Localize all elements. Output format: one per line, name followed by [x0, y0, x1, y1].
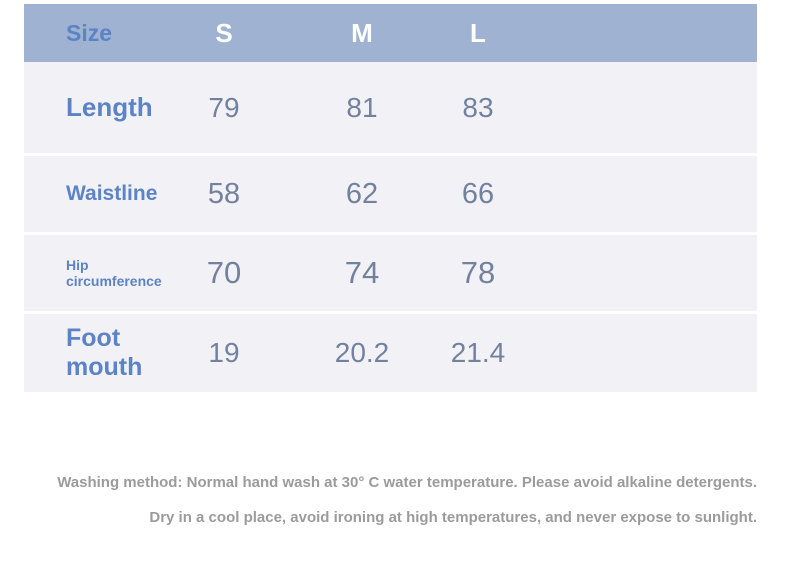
- row-label: Hip circumference: [66, 256, 162, 289]
- cell-spacer: [516, 235, 757, 311]
- care-instructions: Washing method: Normal hand wash at 30° …: [24, 472, 757, 529]
- table-row-waistline: Waistline 58 62 66: [24, 153, 757, 232]
- cell-value-m: 62: [345, 177, 379, 210]
- header-col-m: M: [351, 17, 373, 48]
- cell-value-m: 74: [344, 255, 380, 290]
- header-col-spacer: [516, 4, 757, 62]
- cell-value-l: 66: [461, 177, 495, 210]
- table-row-length: Length 79 81 83: [24, 62, 757, 153]
- cell-spacer: [516, 314, 757, 392]
- cell-value-s: 79: [208, 91, 240, 123]
- washing-method-text: Washing method: Normal hand wash at 30° …: [57, 474, 757, 491]
- cell-value-s: 58: [207, 177, 241, 210]
- header-col-s: S: [215, 17, 233, 48]
- cell-value-l: 78: [460, 255, 496, 290]
- cell-value-l: 21.4: [450, 337, 506, 368]
- size-table-header-row: Size S M L: [24, 4, 757, 62]
- row-label: Length: [66, 91, 153, 122]
- cell-value-m: 81: [346, 91, 378, 123]
- row-label: Waistline: [66, 181, 158, 205]
- table-row-foot-mouth: Foot mouth 19 20.2 21.4: [24, 311, 757, 392]
- size-table-body: Length 79 81 83 Waistline 58 62 66 Hip c…: [24, 62, 757, 392]
- header-col-l: L: [470, 17, 486, 48]
- cell-value-s: 70: [206, 255, 242, 290]
- cell-value-l: 83: [462, 91, 494, 123]
- header-size-label: Size: [66, 19, 113, 46]
- cell-spacer: [516, 62, 757, 153]
- drying-instructions-text: Dry in a cool place, avoid ironing at hi…: [149, 509, 757, 526]
- cell-value-m: 20.2: [334, 337, 390, 368]
- row-label: Foot mouth: [66, 324, 143, 381]
- cell-value-s: 19: [208, 337, 240, 368]
- cell-spacer: [516, 156, 757, 232]
- table-row-hip-circumference: Hip circumference 70 74 78: [24, 232, 757, 311]
- size-table: Size S M L Length 79 81 83 Waistline 58 …: [24, 4, 757, 392]
